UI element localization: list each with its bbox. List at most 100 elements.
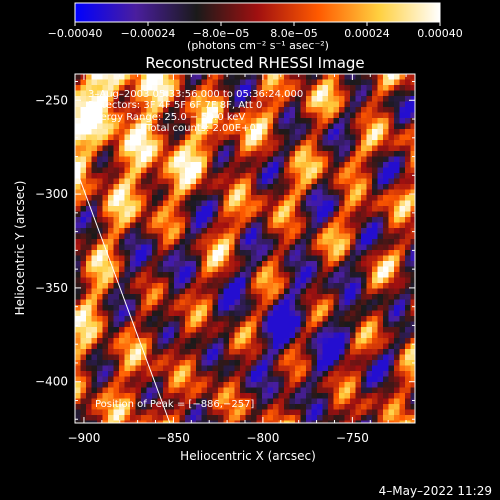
- heatmap-cell: [262, 393, 268, 399]
- heatmap-cell: [295, 162, 301, 168]
- heatmap-cell: [229, 178, 235, 185]
- heatmap-cell: [388, 382, 395, 388]
- heatmap-cell: [306, 382, 312, 388]
- heatmap-cell: [361, 228, 367, 234]
- heatmap-cell: [306, 156, 312, 163]
- heatmap-cell: [262, 404, 268, 410]
- heatmap-cell: [146, 261, 153, 267]
- heatmap-cell: [350, 250, 356, 256]
- heatmap-cell: [410, 156, 415, 163]
- heatmap-cell: [410, 404, 415, 410]
- heatmap-cell: [317, 349, 323, 355]
- heatmap-cell: [102, 167, 109, 174]
- heatmap-cell: [163, 316, 169, 322]
- heatmap-cell: [185, 200, 191, 207]
- heatmap-cell: [113, 332, 120, 339]
- heatmap-cell: [262, 261, 268, 267]
- heatmap-cell: [119, 415, 125, 421]
- heatmap-cell: [256, 272, 263, 278]
- heatmap-cell: [75, 349, 81, 355]
- heatmap-cell: [300, 327, 307, 333]
- heatmap-cell: [86, 354, 92, 361]
- heatmap-cell: [80, 261, 87, 267]
- heatmap-cell: [102, 360, 109, 366]
- heatmap-cell: [234, 74, 241, 80]
- heatmap-cell: [377, 376, 384, 383]
- heatmap-cell: [97, 79, 103, 86]
- heatmap-cell: [322, 277, 329, 284]
- heatmap-cell: [383, 283, 389, 289]
- heatmap-cell: [405, 90, 411, 97]
- heatmap-cell: [179, 327, 186, 333]
- heatmap-cell: [405, 85, 411, 91]
- heatmap-cell: [273, 206, 279, 212]
- heatmap-cell: [163, 145, 169, 152]
- heatmap-cell: [168, 360, 175, 366]
- heatmap-cell: [289, 393, 296, 399]
- heatmap-cell: [344, 393, 351, 399]
- heatmap-cell: [300, 365, 307, 372]
- heatmap-cell: [86, 96, 92, 102]
- heatmap-cell: [344, 376, 351, 383]
- heatmap-cell: [366, 74, 373, 80]
- heatmap-cell: [212, 217, 219, 223]
- heatmap-cell: [317, 162, 323, 168]
- heatmap-cell: [311, 255, 318, 262]
- heatmap-cell: [256, 404, 263, 410]
- heatmap-cell: [130, 233, 136, 240]
- heatmap-cell: [86, 415, 92, 421]
- heatmap-cell: [146, 134, 153, 141]
- heatmap-cell: [377, 382, 384, 388]
- heatmap-cell: [207, 145, 213, 152]
- heatmap-cell: [223, 195, 230, 201]
- heatmap-cell: [130, 85, 136, 91]
- heatmap-cell: [75, 365, 81, 372]
- heatmap-cell: [256, 222, 263, 229]
- heatmap-cell: [322, 211, 329, 218]
- heatmap-cell: [267, 404, 274, 410]
- heatmap-cell: [256, 129, 263, 135]
- heatmap-cell: [75, 261, 81, 267]
- heatmap-cell: [317, 107, 323, 113]
- heatmap-cell: [295, 277, 301, 284]
- heatmap-cell: [278, 189, 285, 196]
- heatmap-cell: [223, 305, 230, 311]
- heatmap-cell: [284, 239, 290, 245]
- heatmap-cell: [333, 277, 340, 284]
- heatmap-cell: [366, 145, 373, 152]
- heatmap-cell: [80, 266, 87, 273]
- heatmap-cell: [113, 156, 120, 163]
- heatmap-cell: [350, 222, 356, 229]
- heatmap-cell: [344, 85, 351, 91]
- heatmap-cell: [405, 195, 411, 201]
- heatmap-cell: [372, 90, 378, 97]
- heatmap-cell: [174, 112, 180, 119]
- heatmap-cell: [97, 206, 103, 212]
- heatmap-cell: [97, 239, 103, 245]
- heatmap-cell: [190, 404, 197, 410]
- heatmap-cell: [344, 398, 351, 405]
- heatmap-cell: [289, 173, 296, 179]
- heatmap-cell: [146, 327, 153, 333]
- heatmap-cell: [383, 415, 389, 421]
- heatmap-cell: [372, 134, 378, 141]
- heatmap-cell: [97, 321, 103, 328]
- heatmap-cell: [262, 151, 268, 157]
- heatmap-cell: [174, 338, 180, 344]
- heatmap-cell: [201, 134, 208, 141]
- heatmap-cell: [163, 228, 169, 234]
- heatmap-cell: [377, 118, 384, 124]
- heatmap-cell: [394, 200, 400, 207]
- heatmap-cell: [377, 387, 384, 394]
- heatmap-cell: [322, 112, 329, 119]
- heatmap-cell: [273, 233, 279, 240]
- heatmap-cell: [141, 118, 147, 124]
- heatmap-cell: [130, 178, 136, 185]
- heatmap-cell: [262, 200, 268, 207]
- heatmap-cell: [157, 107, 164, 113]
- heatmap-cell: [333, 250, 340, 256]
- heatmap-cell: [355, 277, 362, 284]
- heatmap-cell: [141, 310, 147, 317]
- heatmap-cell: [223, 96, 230, 102]
- heatmap-cell: [108, 409, 114, 416]
